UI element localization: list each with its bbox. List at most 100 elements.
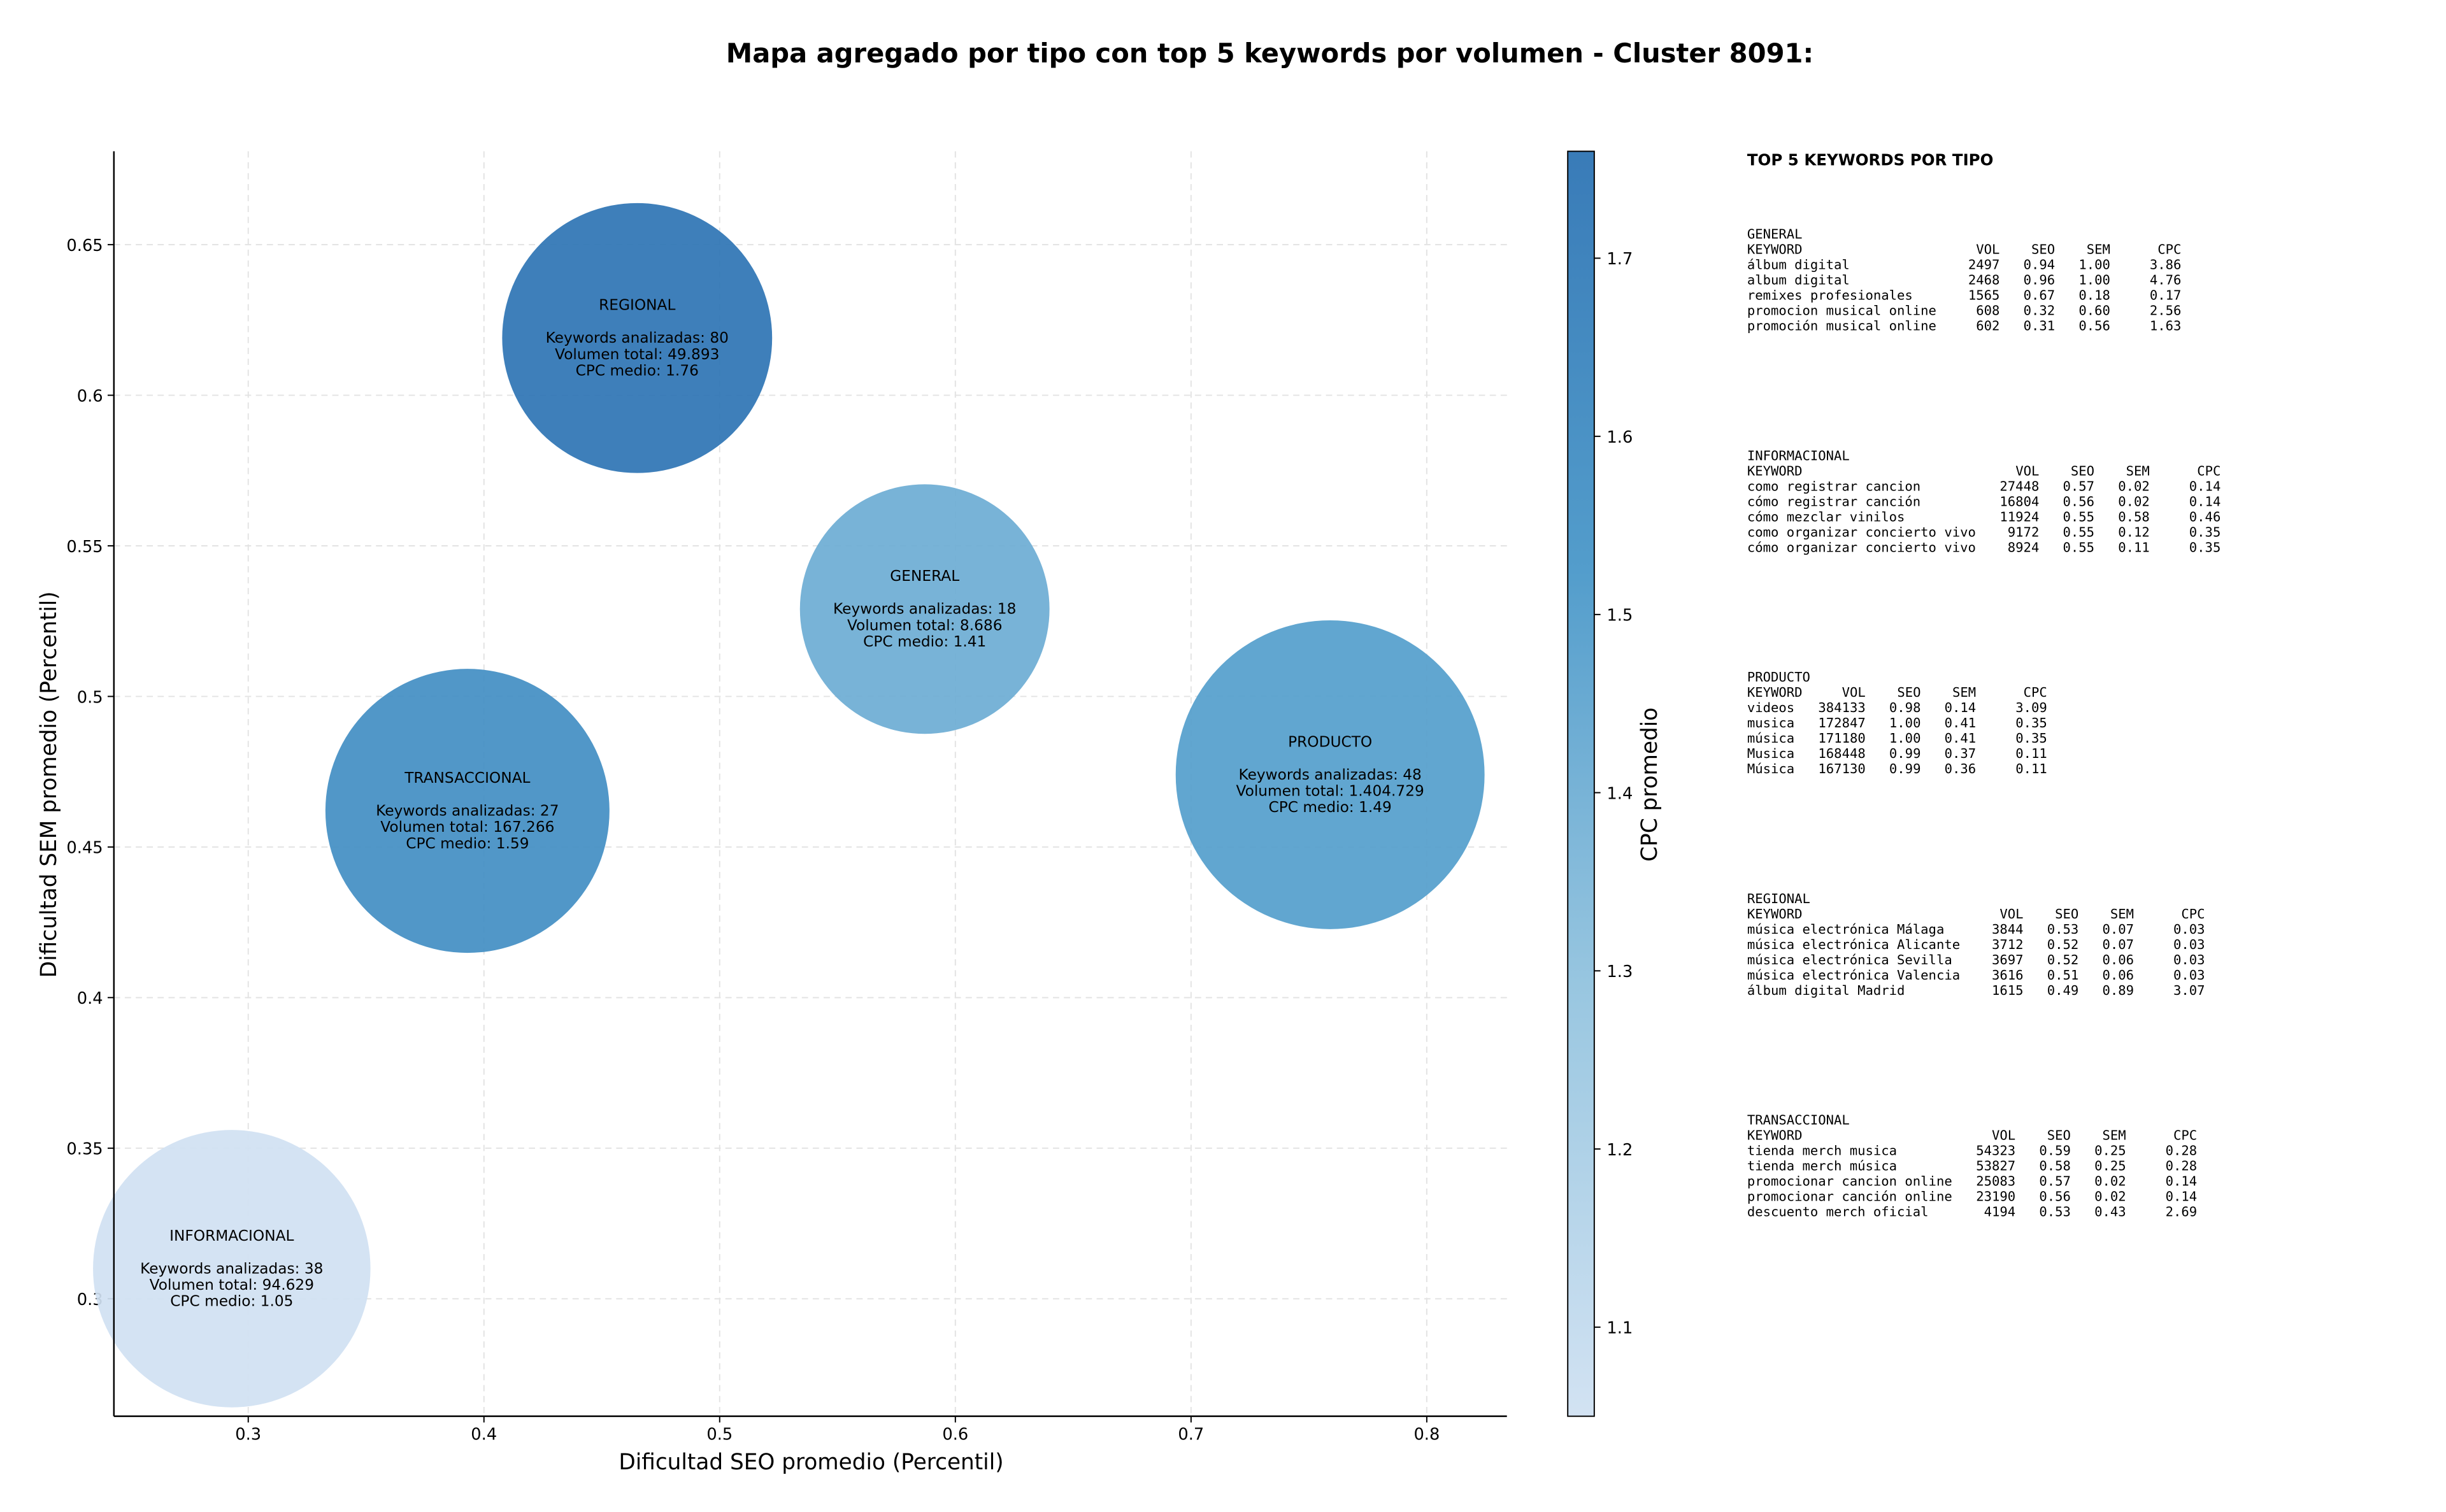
- table-cell: 0.14: [2189, 494, 2221, 509]
- table-cell: 0.14: [2166, 1174, 2198, 1189]
- table-cell: descuento merch oficial: [1747, 1204, 1929, 1220]
- table-cell: 0.60: [2078, 303, 2110, 318]
- bubble-label: Keywords analizadas: 18: [833, 601, 1016, 618]
- table-cell: 0.02: [2118, 494, 2150, 509]
- table-cell: 0.11: [2015, 746, 2047, 761]
- table-cell: 0.31: [2024, 318, 2056, 334]
- table-cell: 3.86: [2150, 257, 2182, 273]
- table-cell: 4194: [1984, 1204, 2016, 1220]
- bubble-label: Keywords analizadas: 38: [140, 1260, 323, 1277]
- table-cell: 0.11: [2118, 539, 2150, 555]
- panel-title: TOP 5 KEYWORDS POR TIPO: [1747, 151, 1994, 169]
- bubble: [1175, 620, 1485, 929]
- y-tick-label: 0.35: [66, 1140, 103, 1159]
- bubble-label: Volumen total: 49.893: [555, 346, 719, 363]
- table-header: SEO: [2031, 242, 2055, 257]
- table-cell: 0.94: [2024, 257, 2056, 273]
- table-cell: cómo mezclar vinilos: [1747, 509, 1905, 524]
- table-cell: 0.51: [2047, 967, 2079, 983]
- table-header: KEYWORD: [1747, 685, 1803, 700]
- colorbar-tick-label: 1.7: [1606, 250, 1633, 269]
- table-cell: 0.35: [2189, 524, 2221, 539]
- table-cell: 0.56: [2063, 494, 2095, 509]
- table-cell: 3697: [1992, 952, 2024, 967]
- table-cell: 0.52: [2047, 952, 2079, 967]
- table-header: SEM: [2126, 463, 2150, 478]
- table-cell: 0.55: [2063, 509, 2095, 524]
- table-cell: cómo organizar concierto vivo: [1747, 539, 1976, 555]
- table-cell: 1.00: [2078, 273, 2110, 288]
- table-cell: 1615: [1992, 983, 2024, 998]
- table-header: KEYWORD: [1747, 1128, 1803, 1143]
- table-cell: 0.14: [2189, 478, 2221, 494]
- table-cell: 25083: [1976, 1174, 2015, 1189]
- table-cell: 0.56: [2078, 318, 2110, 334]
- table-cell: 0.35: [2189, 539, 2221, 555]
- table-cell: 0.99: [1889, 761, 1921, 776]
- table-cell: 2.69: [2166, 1204, 2198, 1220]
- table-cell: 0.58: [2118, 509, 2150, 524]
- table-cell: 0.41: [1945, 731, 1977, 746]
- bubble-label: CPC medio: 1.41: [863, 633, 986, 650]
- table-header: CPC: [2197, 463, 2221, 478]
- colorbar-tick-label: 1.5: [1606, 606, 1633, 625]
- table-cell: 0.06: [2103, 952, 2135, 967]
- table-cell: 0.89: [2103, 983, 2135, 998]
- table-cell: 0.07: [2103, 937, 2135, 952]
- table-header: SEO: [2055, 906, 2078, 922]
- table-cell: 0.43: [2094, 1204, 2126, 1220]
- table-header: VOL: [1992, 1128, 2015, 1143]
- x-tick-label: 0.5: [706, 1425, 733, 1444]
- table-cell: 0.52: [2047, 937, 2079, 952]
- table-header: KEYWORD: [1747, 463, 1803, 478]
- table-cell: 2468: [1968, 273, 2000, 288]
- table-header: CPC: [2173, 1128, 2197, 1143]
- table-cell: álbum digital: [1747, 257, 1850, 273]
- colorbar-tick-label: 1.4: [1606, 784, 1633, 803]
- table-cell: 0.49: [2047, 983, 2079, 998]
- table-cell: 0.67: [2024, 288, 2056, 303]
- table-cell: 1.00: [2078, 257, 2110, 273]
- table-cell: 0.98: [1889, 700, 1921, 715]
- table-cell: 9172: [2008, 524, 2040, 539]
- table-cell: 0.96: [2024, 273, 2056, 288]
- table-cell: 0.58: [2039, 1159, 2071, 1174]
- table-cell: 0.59: [2039, 1143, 2071, 1159]
- table-cell: música electrónica Málaga: [1747, 922, 1945, 937]
- table-header: SEM: [2110, 906, 2134, 922]
- bubble-label: Volumen total: 8.686: [847, 617, 1003, 634]
- table-cell: 0.35: [2015, 715, 2047, 731]
- table-cell: 0.57: [2039, 1174, 2071, 1189]
- table-cell: 0.37: [1945, 746, 1977, 761]
- table-cell: 0.03: [2173, 967, 2205, 983]
- table-cell: 0.53: [2039, 1204, 2071, 1220]
- bubble-label: Volumen total: 167.266: [380, 818, 554, 836]
- table-cell: promocion musical online: [1747, 303, 1936, 318]
- table-cell: 0.14: [2166, 1189, 2198, 1204]
- table-cell: 8924: [2008, 539, 2040, 555]
- table-cell: 0.07: [2103, 922, 2135, 937]
- y-tick-label: 0.5: [77, 688, 103, 707]
- table-cell: 1.00: [1889, 731, 1921, 746]
- bubble-label: Keywords analizadas: 48: [1239, 766, 1422, 783]
- table-cell: 0.06: [2103, 967, 2135, 983]
- table-cell: promoción musical online: [1747, 318, 1936, 334]
- x-tick-label: 0.7: [1178, 1425, 1204, 1444]
- table-cell: 0.12: [2118, 524, 2150, 539]
- table-header: CPC: [2157, 242, 2181, 257]
- table-cell: 23190: [1976, 1189, 2015, 1204]
- table-cell: música electrónica Sevilla: [1747, 952, 1952, 967]
- bubble: [502, 203, 773, 473]
- bubble-label: CPC medio: 1.49: [1269, 799, 1392, 816]
- table-cell: 54323: [1976, 1143, 2015, 1159]
- table-cell: 0.53: [2047, 922, 2079, 937]
- colorbar-tick-label: 1.1: [1606, 1319, 1633, 1338]
- bubble-label: Keywords analizadas: 80: [546, 329, 729, 346]
- bubble-name: TRANSACCIONAL: [404, 769, 530, 787]
- table-cell: 3.09: [2015, 700, 2047, 715]
- table-cell: 1.00: [1889, 715, 1921, 731]
- x-tick-label: 0.6: [942, 1425, 968, 1444]
- x-tick-label: 0.3: [235, 1425, 261, 1444]
- y-tick-label: 0.4: [77, 989, 103, 1008]
